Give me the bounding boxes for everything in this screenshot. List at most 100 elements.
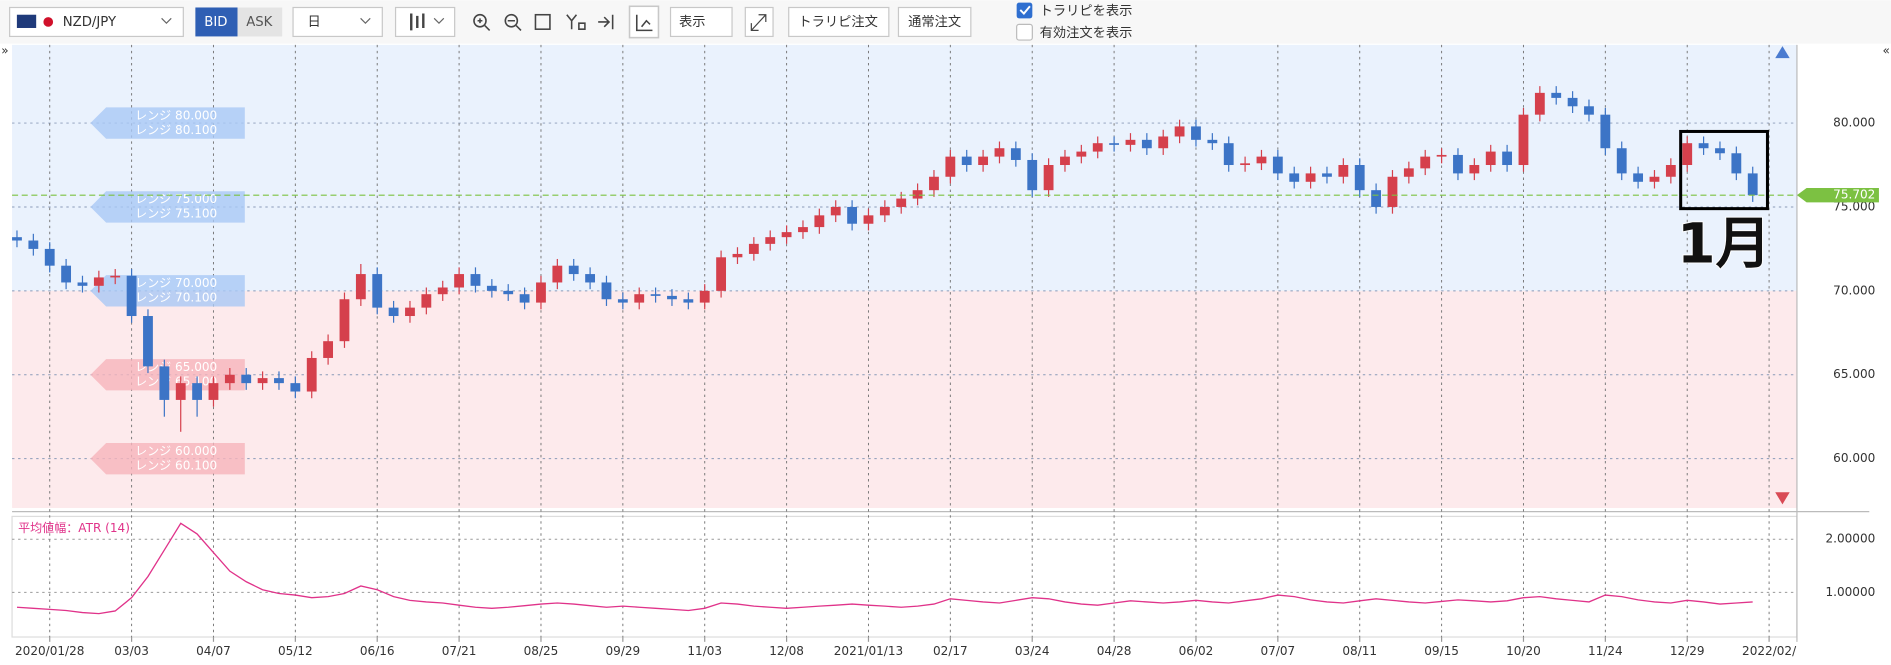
candle-body xyxy=(1469,165,1480,174)
trap-order-button[interactable] xyxy=(788,6,890,38)
period-select[interactable] xyxy=(292,6,383,38)
candle-body xyxy=(175,383,186,400)
ask-button[interactable] xyxy=(237,7,283,37)
candle-body xyxy=(470,274,481,286)
candle-body xyxy=(1207,139,1218,144)
x-tick-label: 04/28 xyxy=(1097,644,1132,658)
y-tick-label: 70.000 xyxy=(1833,283,1875,297)
candle-body xyxy=(241,374,252,384)
candle-body xyxy=(1076,151,1087,157)
candle-body xyxy=(1518,114,1529,166)
candle-body xyxy=(1715,148,1725,154)
candle-body xyxy=(879,206,890,216)
atr-line xyxy=(16,522,1753,615)
candle-body xyxy=(1551,92,1562,98)
check xyxy=(1019,5,1031,15)
show-orders: 有効注文を表示 xyxy=(1040,25,1133,41)
atr-title: 平均値幅：ATR (14) xyxy=(18,520,130,535)
range-tag-label: レンジ 75.100 xyxy=(135,207,217,221)
candle-body xyxy=(257,378,268,384)
x-tick-label: 07/07 xyxy=(1260,644,1295,658)
candle-body xyxy=(1289,173,1300,182)
collapse-left[interactable]: » xyxy=(1,43,8,57)
candle-body xyxy=(1453,154,1463,174)
x-tick-label: 2021/01/13 xyxy=(834,644,903,658)
x-tick-label: 06/02 xyxy=(1179,644,1214,658)
candle-body xyxy=(126,275,137,317)
candle-body xyxy=(1305,173,1316,182)
y-tick-label: 60.000 xyxy=(1833,451,1875,465)
collapse-right[interactable]: « xyxy=(1883,43,1890,57)
bid: BID xyxy=(204,15,227,30)
candle-body xyxy=(1272,156,1283,174)
x-tick-label: 08/25 xyxy=(524,644,559,658)
bid-button[interactable] xyxy=(195,7,238,37)
candle-body xyxy=(143,316,153,367)
flag-jp xyxy=(43,17,54,27)
candle-body xyxy=(568,265,579,275)
candle-body xyxy=(323,341,334,358)
candle-body xyxy=(1584,106,1594,115)
candle-body xyxy=(1371,190,1382,207)
candle-body xyxy=(159,366,170,400)
candle-body xyxy=(77,282,88,286)
candle-body xyxy=(1338,165,1349,177)
candle-body xyxy=(1698,143,1709,149)
candle-body xyxy=(1043,165,1054,191)
candle-body xyxy=(552,265,563,283)
normal-order-button[interactable] xyxy=(897,6,972,38)
show-trap: トラリピを表示 xyxy=(1040,3,1133,19)
range-tag-label: レンジ 65.000 xyxy=(135,360,217,374)
tool-icons[interactable] xyxy=(473,5,660,39)
scroll-down[interactable] xyxy=(1775,492,1790,505)
candle-body xyxy=(519,294,530,303)
candle-body xyxy=(421,294,432,308)
candle-body xyxy=(732,253,743,258)
checkbox[interactable] xyxy=(1016,23,1033,41)
chevron xyxy=(433,17,445,25)
expand-icon xyxy=(750,14,767,32)
last-price-label: 75.702 xyxy=(1833,188,1875,202)
chevron xyxy=(161,17,172,25)
chevron xyxy=(360,17,371,25)
candle-body xyxy=(585,274,596,283)
candle-body xyxy=(355,274,366,300)
range-tag-label: レンジ 70.000 xyxy=(135,276,217,290)
range-tag-label: レンジ 80.100 xyxy=(135,123,217,137)
checkbox[interactable] xyxy=(1016,2,1033,19)
x-tick-label: 10/20 xyxy=(1506,644,1541,658)
view-select[interactable] xyxy=(669,6,733,38)
candle-body xyxy=(634,294,645,303)
candle-body xyxy=(1747,173,1758,196)
candle-body xyxy=(1174,126,1185,137)
candle-body xyxy=(1010,148,1021,160)
candle-body xyxy=(765,237,776,244)
x-tick-label: 09/29 xyxy=(605,644,640,658)
upper-zone xyxy=(12,44,1797,291)
candle-body xyxy=(61,265,72,283)
candle-body xyxy=(699,290,710,303)
candle-body xyxy=(1616,148,1627,174)
y-tick-label: 65.000 xyxy=(1833,367,1875,381)
candle-body xyxy=(1060,156,1070,166)
candle-body xyxy=(454,274,465,288)
x-tick-label: 2022/02/ xyxy=(1742,644,1797,658)
chart-type-select[interactable] xyxy=(394,6,456,38)
candle-body xyxy=(945,156,956,177)
scroll-up[interactable] xyxy=(1775,46,1790,59)
ask: ASK xyxy=(246,15,272,30)
candle-body xyxy=(1403,168,1414,177)
candle-body xyxy=(667,295,677,300)
candle-body xyxy=(798,227,808,233)
x-tick-label: 03/03 xyxy=(114,644,149,658)
atr-tick-label: 1.00000 xyxy=(1825,585,1875,599)
candle-body xyxy=(716,257,727,291)
candle-body xyxy=(748,243,759,254)
candle-body xyxy=(912,190,923,199)
symbol-select[interactable] xyxy=(9,6,184,38)
candle-body xyxy=(617,299,628,303)
candle-body xyxy=(372,274,383,308)
candle-body xyxy=(994,148,1005,157)
